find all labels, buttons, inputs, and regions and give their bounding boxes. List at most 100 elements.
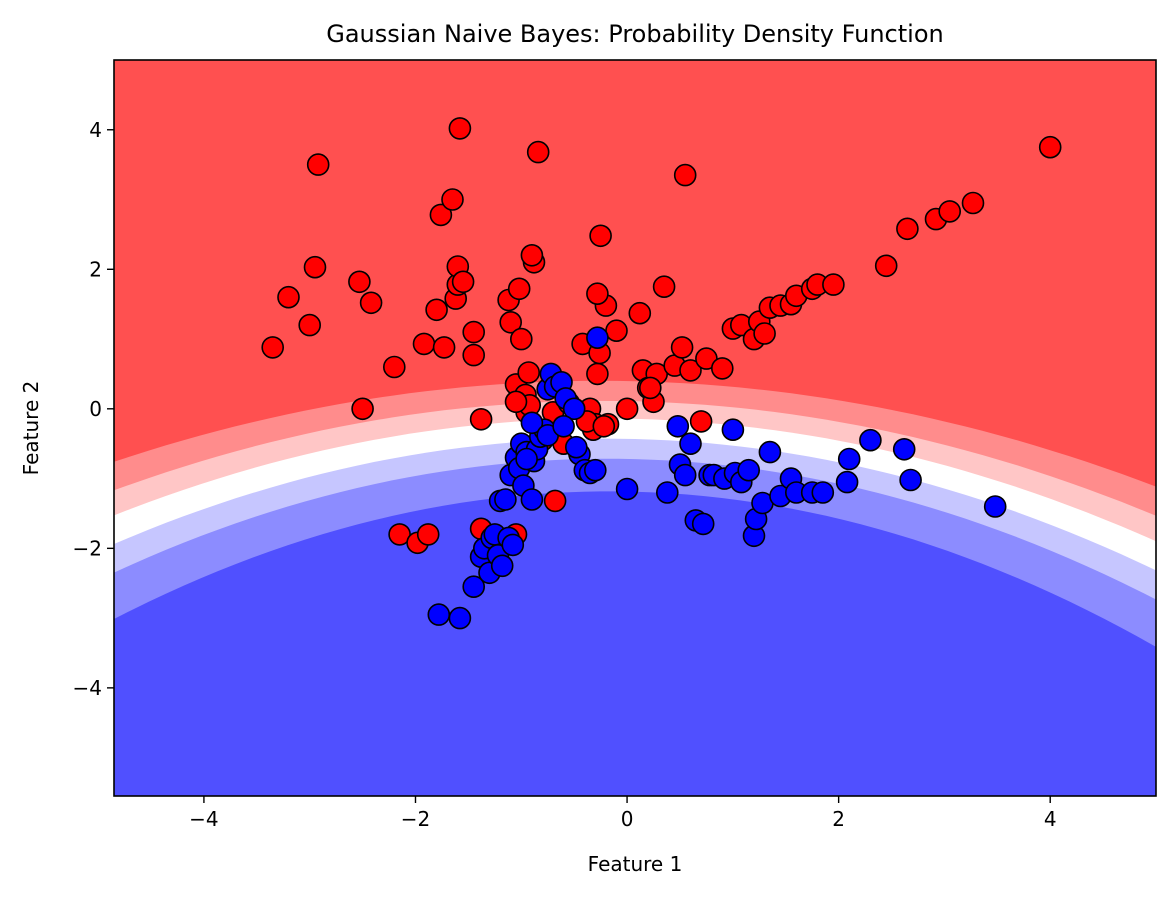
scatter-point-series-1 <box>892 437 916 461</box>
scatter-point-series-0 <box>382 355 406 379</box>
scatter-point-series-1 <box>983 495 1007 518</box>
scatter-point-series-0 <box>586 362 609 386</box>
scatter-point-series-1 <box>859 428 882 452</box>
scatter-point-series-0 <box>261 336 285 359</box>
scatter-point-series-0 <box>526 140 550 164</box>
scatter-point-series-0 <box>753 322 776 345</box>
scatter-point-series-0 <box>1038 135 1062 159</box>
scatter-point-series-0 <box>689 410 713 433</box>
scatter-point-series-1 <box>586 326 609 350</box>
scatter-point-series-0 <box>306 153 330 176</box>
scatter-point-series-0 <box>448 117 472 140</box>
scatter-point-series-1 <box>520 488 544 511</box>
scatter-point-series-0 <box>351 397 374 421</box>
scatter-point-series-0 <box>592 414 616 438</box>
scatter-point-series-0 <box>896 217 919 241</box>
scatter-point-series-0 <box>462 343 486 367</box>
scatter-point-series-0 <box>303 255 327 279</box>
scatter-point-series-1 <box>564 435 588 459</box>
scatter-point-series-0 <box>469 407 493 431</box>
scatter-point-series-0 <box>874 254 898 278</box>
scatter-point-series-1 <box>494 488 517 511</box>
scatter-point-series-1 <box>679 432 702 456</box>
scatter-point-series-1 <box>615 477 639 501</box>
y-tick-label: −2 <box>73 536 102 560</box>
scatter-point-series-0 <box>586 282 609 306</box>
scatter-point-series-1 <box>666 414 690 438</box>
scatter-point-series-1 <box>490 554 514 578</box>
scatter-point-series-0 <box>589 224 612 248</box>
scatter-point-series-0 <box>441 188 464 211</box>
scatter-point-series-0 <box>504 390 528 414</box>
scatter-point-series-0 <box>605 319 628 343</box>
scatter-point-series-1 <box>462 575 486 599</box>
y-axis-label: Feature 2 <box>19 381 43 476</box>
scatter-point-series-0 <box>628 301 652 325</box>
y-axis-ticks: −4 −2 0 2 4 <box>73 118 114 700</box>
scatter-point-series-0 <box>517 361 541 384</box>
chart-title: Gaussian Naive Bayes: Probability Densit… <box>326 20 943 48</box>
x-tick-label: 4 <box>1044 807 1057 831</box>
scatter-point-series-1 <box>721 418 745 442</box>
x-tick-label: −4 <box>189 807 218 831</box>
scatter-point-series-1 <box>552 414 575 438</box>
scatter-point-series-1 <box>835 470 859 494</box>
scatter-point-series-1 <box>515 447 538 471</box>
scatter-point-series-1 <box>737 458 761 482</box>
scatter-point-series-0 <box>638 376 662 400</box>
scatter-point-series-0 <box>462 320 486 344</box>
scatter-point-series-1 <box>655 481 679 504</box>
scatter-point-series-1 <box>673 463 697 487</box>
scatter-point-series-0 <box>507 277 531 301</box>
scatter-point-series-1 <box>562 397 586 421</box>
scatter-point-series-0 <box>499 310 523 334</box>
scatter-point-series-0 <box>429 203 453 227</box>
scatter-point-series-0 <box>432 336 456 359</box>
x-axis-ticks: −4 −2 0 2 4 <box>189 796 1057 831</box>
scatter-point-series-0 <box>679 359 702 382</box>
y-tick-label: 2 <box>89 257 102 281</box>
scatter-point-series-1 <box>811 481 835 504</box>
scatter-point-series-1 <box>448 606 472 630</box>
plot-frame <box>113 59 1157 797</box>
x-axis-label: Feature 1 <box>588 852 683 876</box>
probability-contour-background <box>114 60 1156 796</box>
x-tick-label: −2 <box>401 807 430 831</box>
scatter-point-series-0 <box>416 523 440 546</box>
x-tick-label: 0 <box>621 807 634 831</box>
scatter-points <box>261 117 1062 630</box>
scatter-point-series-1 <box>899 468 922 492</box>
y-tick-label: 4 <box>89 118 102 142</box>
scatter-point-series-0 <box>822 273 845 296</box>
scatter-point-series-1 <box>427 603 451 626</box>
scatter-point-series-0 <box>277 285 300 309</box>
scatter-point-series-0 <box>298 313 322 337</box>
scatter-point-series-0 <box>938 200 962 223</box>
scatter-point-series-1 <box>758 440 782 464</box>
scatter-point-series-0 <box>543 489 567 513</box>
scatter-point-series-0 <box>359 291 383 315</box>
contour-band-6 <box>114 491 1156 796</box>
y-tick-label: −4 <box>73 676 102 700</box>
scatter-point-series-0 <box>348 270 371 294</box>
scatter-point-series-0 <box>652 275 676 299</box>
scatter-point-series-0 <box>520 244 544 267</box>
scatter-point-series-0 <box>509 327 533 351</box>
scatter-point-series-1 <box>583 458 607 482</box>
scatter-point-series-0 <box>961 191 985 215</box>
scatter-point-series-1 <box>837 447 861 471</box>
scatter-point-series-1 <box>501 533 525 557</box>
scatter-point-series-0 <box>412 332 436 356</box>
x-tick-label: 2 <box>832 807 845 831</box>
scatter-point-series-0 <box>615 397 639 421</box>
scatter-point-series-1 <box>520 411 544 435</box>
scatter-point-series-0 <box>673 163 697 187</box>
scatter-point-series-1 <box>691 512 715 536</box>
scatter-point-series-0 <box>425 298 448 322</box>
scatter-point-series-0 <box>670 336 694 359</box>
scatter-point-series-0 <box>451 270 475 294</box>
y-tick-label: 0 <box>89 397 102 421</box>
scatter-point-series-0 <box>710 357 734 380</box>
